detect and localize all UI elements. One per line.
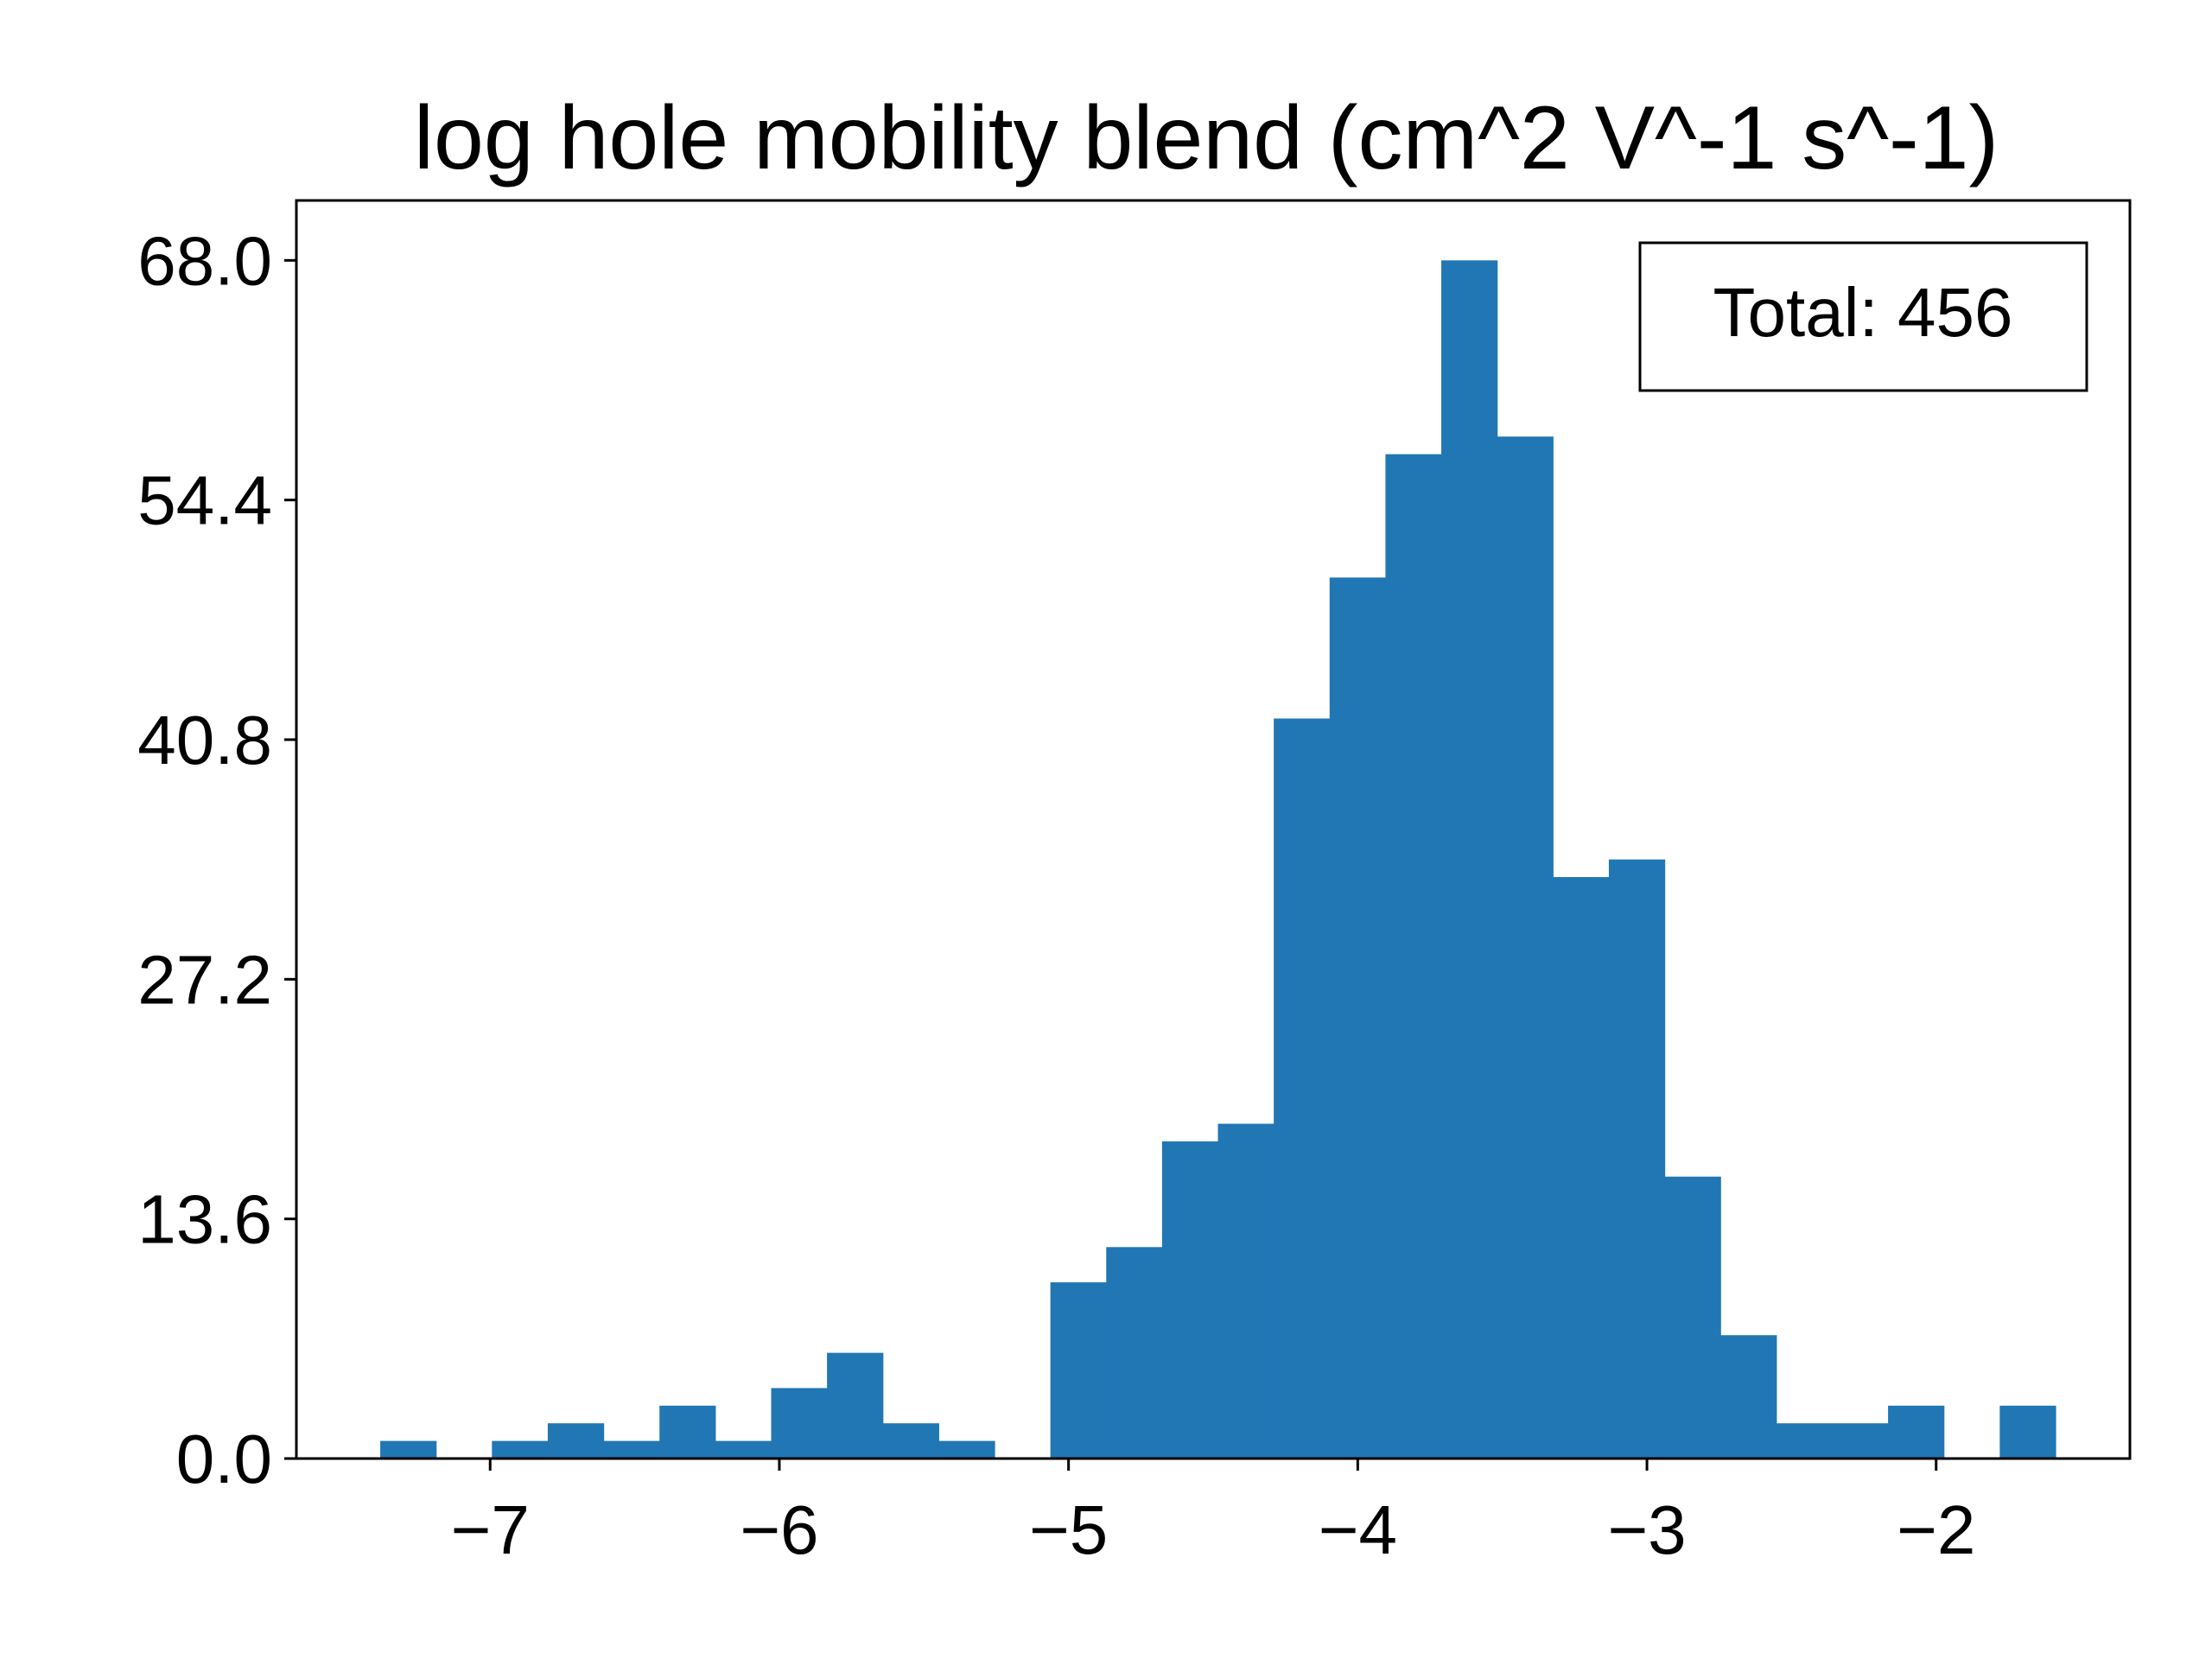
histogram-bar <box>492 1440 549 1459</box>
histogram-bar <box>1553 877 1610 1459</box>
histogram-bar <box>715 1440 772 1459</box>
histogram-bar <box>659 1405 716 1459</box>
histogram-bar <box>1999 1405 2056 1459</box>
histogram-bar <box>1385 454 1442 1459</box>
x-axis: −7 −6 −5 −4 −3 −2 <box>451 1459 1975 1568</box>
plot-frame <box>295 199 2132 1460</box>
histogram-bar <box>1497 436 1554 1459</box>
x-tick-label: −6 <box>740 1491 818 1568</box>
total-annotation: Total: 456 <box>1638 241 2088 392</box>
y-tick-label: 40.8 <box>137 702 272 779</box>
histogram-bar <box>1776 1423 1834 1459</box>
histogram-bar <box>1106 1247 1163 1459</box>
y-tick-label: 54.4 <box>137 462 272 539</box>
histogram-bar <box>1050 1282 1107 1459</box>
y-tick-label: 27.2 <box>137 941 272 1018</box>
histogram-bar <box>938 1440 995 1459</box>
y-axis: 0.0 13.6 27.2 40.8 54.4 68.0 <box>137 222 296 1497</box>
y-tick-label: 13.6 <box>137 1181 272 1258</box>
histogram-bar <box>603 1440 660 1459</box>
chart-title: log hole mobility blend (cm^2 V^-1 s^-1) <box>414 88 1999 188</box>
histogram-bar <box>1217 1123 1274 1459</box>
histogram-bar <box>771 1388 828 1459</box>
x-tick-label: −7 <box>451 1491 530 1568</box>
histogram-bar <box>380 1440 437 1459</box>
x-tick-label: −4 <box>1319 1491 1397 1568</box>
histogram-bar <box>547 1423 605 1459</box>
total-annotation-text: Total: 456 <box>1713 274 2013 351</box>
histogram-bar <box>1608 859 1666 1459</box>
histogram-bar <box>1888 1405 1945 1459</box>
y-tick-label: 0.0 <box>176 1421 272 1497</box>
y-tick-label: 68.0 <box>137 222 272 299</box>
histogram-bar <box>882 1423 939 1459</box>
histogram-bar <box>827 1352 884 1459</box>
x-tick-label: −5 <box>1029 1491 1108 1568</box>
histogram-bar <box>1161 1141 1219 1459</box>
histogram-bar <box>1329 577 1387 1459</box>
x-tick-label: −3 <box>1607 1491 1686 1568</box>
histogram-bar <box>1274 718 1331 1459</box>
x-tick-label: −2 <box>1897 1491 1975 1568</box>
total-annotation-box <box>1638 241 2088 392</box>
histogram-bar <box>1441 260 1498 1459</box>
histogram-bar <box>1832 1423 1889 1459</box>
histogram-bar <box>1720 1335 1777 1459</box>
histogram-bar <box>1664 1176 1721 1459</box>
bars-group <box>380 260 2056 1459</box>
